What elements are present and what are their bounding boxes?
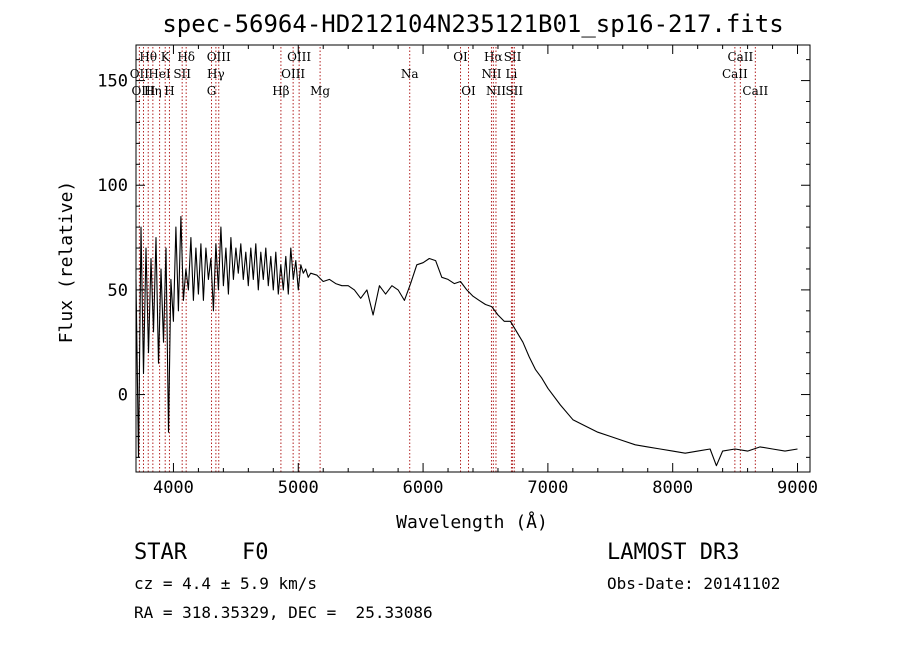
y-tick-label: 50 bbox=[108, 281, 128, 301]
spectral-line-label: Hδ bbox=[177, 50, 195, 64]
series-line-0 bbox=[135, 216, 798, 467]
spectral-line-label: OI bbox=[461, 84, 476, 98]
x-tick-label: 7000 bbox=[527, 478, 568, 498]
spectral-line-label: Hη bbox=[144, 84, 162, 98]
spectral-line-label: SII bbox=[173, 67, 191, 81]
x-axis-label: Wavelength (Å) bbox=[396, 511, 548, 533]
spectral-line-label: OIII bbox=[287, 50, 311, 64]
spectral-line-label: OI bbox=[453, 50, 468, 64]
object-class: STAR bbox=[134, 540, 187, 565]
spectral-line-label: SII bbox=[504, 50, 522, 64]
spectral-line-label: Hα bbox=[484, 50, 503, 64]
spectral-line-label: Hγ bbox=[207, 67, 225, 81]
spectral-line-label: OIII bbox=[281, 67, 305, 81]
spectral-line-label: Hθ bbox=[139, 50, 157, 64]
spectral-line-label: G bbox=[207, 84, 217, 98]
spectral-line-label: CaII bbox=[722, 67, 748, 81]
y-tick-label: 0 bbox=[118, 386, 128, 406]
spectrum-series bbox=[135, 216, 798, 467]
object-subclass: F0 bbox=[242, 540, 269, 565]
y-tick-label: 100 bbox=[97, 176, 128, 196]
spectral-line-label: OIII bbox=[131, 84, 155, 98]
spectral-line-label: NII bbox=[486, 84, 506, 98]
spectral-line-label: K bbox=[161, 50, 171, 64]
spectral-line-label: SII bbox=[505, 84, 523, 98]
spectral-line-label: OII bbox=[130, 67, 150, 81]
chart-title: spec-56964-HD212104N235121B01_sp16-217.f… bbox=[162, 10, 783, 38]
x-tick-label: 9000 bbox=[777, 478, 818, 498]
spectral-line-label: NII bbox=[481, 67, 501, 81]
spectral-line-label: H bbox=[164, 84, 174, 98]
spectral-line-label: Hβ bbox=[272, 84, 289, 98]
spectral-line-label: CaII bbox=[727, 50, 753, 64]
x-tick-label: 6000 bbox=[403, 478, 444, 498]
redshift-readout: cz = 4.4 ± 5.9 km/s bbox=[134, 574, 318, 593]
spectral-line-label: Li bbox=[506, 67, 518, 81]
spectral-line-label: OIII bbox=[207, 50, 231, 64]
spectral-line-label: Mg bbox=[310, 84, 330, 98]
spectral-line-label: CaII bbox=[742, 84, 768, 98]
survey-label: LAMOST DR3 bbox=[607, 540, 740, 565]
coordinates-readout: RA = 318.35329, DEC = 25.33086 bbox=[134, 603, 433, 622]
x-tick-label: 8000 bbox=[652, 478, 693, 498]
spectral-line-markers: Hθ OII OIII K HeI Hη SII H Hδ OIII Hγ G Hβ OIII OIII Mg… bbox=[130, 47, 768, 472]
spectral-line-label: HeI bbox=[148, 67, 171, 81]
x-tick-label: 4000 bbox=[153, 478, 194, 498]
observation-date: Obs-Date: 20141102 bbox=[607, 574, 781, 593]
axes: 4000 5000 6000 7000 8000 9000 0 50 100 150 bbox=[97, 44, 818, 498]
y-axis-label: Flux (relative) bbox=[56, 181, 77, 344]
y-tick-label: 150 bbox=[97, 72, 128, 92]
spectral-line-label: Na bbox=[401, 67, 419, 81]
x-tick-label: 5000 bbox=[278, 478, 319, 498]
